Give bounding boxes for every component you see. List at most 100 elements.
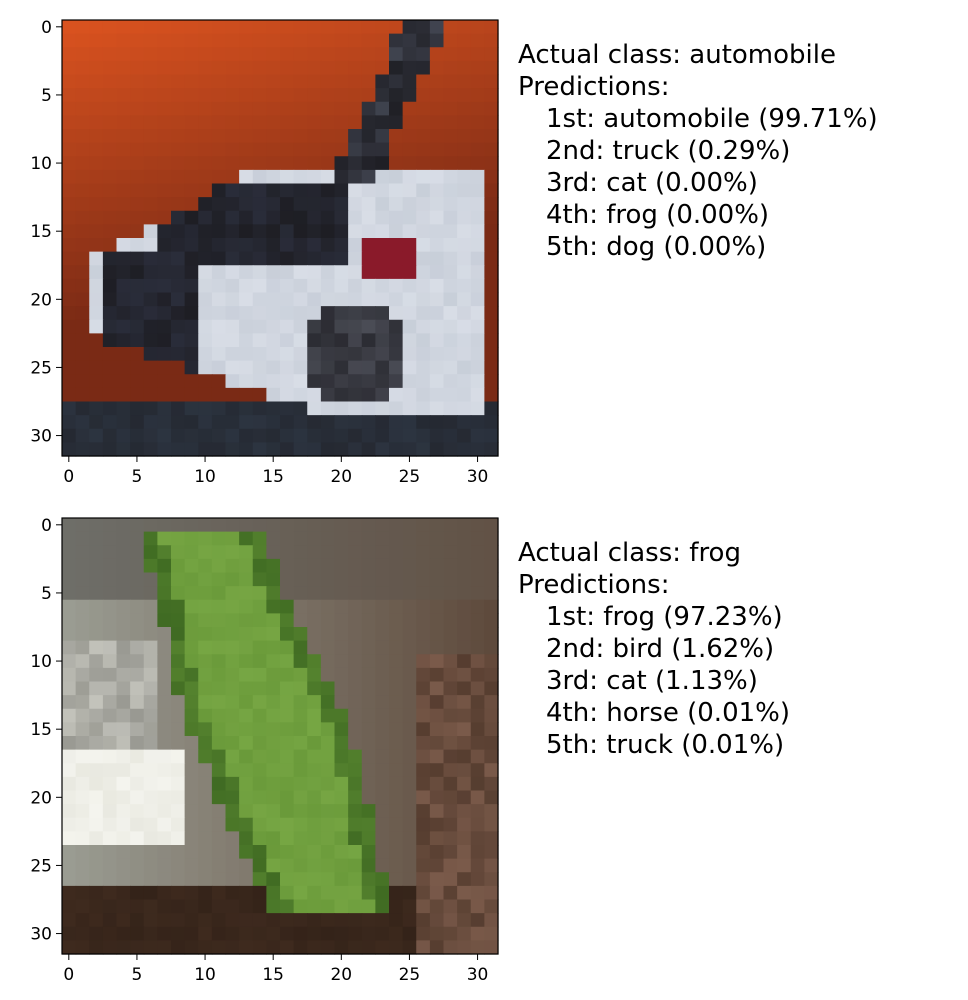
image-pixel — [211, 101, 227, 116]
x-tick-label: 20 — [330, 965, 352, 985]
image-pixel — [348, 238, 363, 253]
image-pixel — [293, 736, 308, 751]
image-pixel — [375, 428, 390, 443]
image-pixel — [429, 831, 445, 846]
image-pixel — [361, 845, 376, 860]
image-pixel — [320, 913, 336, 928]
image-pixel — [102, 278, 118, 294]
image-pixel — [484, 360, 499, 375]
image-pixel — [266, 586, 281, 601]
y-tick-label: 30 — [30, 925, 52, 945]
image-pixel — [157, 558, 172, 574]
image-pixel — [470, 306, 485, 321]
image-pixel — [75, 776, 90, 792]
image-pixel — [375, 142, 390, 157]
image-pixel — [293, 913, 308, 928]
x-tick-label: 10 — [194, 965, 216, 985]
image-pixel — [402, 347, 417, 362]
image-pixel — [157, 763, 172, 778]
image-pixel — [375, 183, 390, 198]
image-pixel — [402, 817, 417, 832]
image-pixel — [280, 278, 295, 294]
image-pixel — [416, 831, 431, 846]
image-pixel — [75, 790, 90, 805]
image-pixel — [211, 695, 227, 710]
image-pixel — [116, 60, 131, 76]
image-pixel — [130, 667, 145, 683]
image-pixel — [143, 736, 158, 751]
image-pixel — [89, 265, 104, 280]
image-pixel — [307, 169, 322, 185]
image-pixel — [157, 74, 172, 89]
image-pixel — [470, 156, 485, 171]
image-pixel — [157, 695, 172, 710]
image-pixel — [116, 210, 131, 225]
image-pixel — [293, 74, 308, 89]
image-pixel — [348, 926, 363, 941]
image-pixel — [348, 265, 363, 280]
image-pixel — [184, 667, 199, 683]
image-pixel — [457, 415, 472, 430]
image-pixel — [361, 885, 376, 901]
image-pixel — [75, 913, 90, 928]
image-pixel — [334, 681, 349, 696]
image-pixel — [280, 33, 295, 48]
image-pixel — [348, 613, 363, 628]
image-pixel — [280, 183, 295, 198]
image-pixel — [116, 722, 131, 737]
image-pixel — [171, 872, 186, 887]
image-pixel — [116, 251, 131, 266]
image-pixel — [252, 790, 267, 805]
image-pixel — [307, 885, 322, 901]
image-pixel — [252, 613, 267, 628]
image-pixel — [89, 640, 104, 655]
image-pixel — [334, 599, 349, 614]
image-pixel — [184, 695, 199, 710]
image-pixel — [143, 224, 158, 239]
image-pixel — [443, 142, 458, 157]
image-pixel — [225, 74, 240, 89]
image-pixel — [443, 415, 458, 430]
image-pixel — [75, 20, 90, 35]
image-pixel — [252, 518, 267, 533]
image-pixel — [171, 586, 186, 601]
image-pixel — [239, 667, 254, 683]
image-pixel — [402, 278, 417, 294]
image-pixel — [239, 387, 254, 403]
image-pixel — [307, 627, 322, 642]
image-pixel — [470, 374, 485, 389]
image-pixel — [252, 845, 267, 860]
image-pixel — [143, 197, 158, 212]
image-pixel — [320, 572, 336, 587]
image-pixel — [470, 872, 485, 887]
image-pixel — [457, 115, 472, 130]
image-pixel — [252, 292, 267, 307]
image-pixel — [239, 156, 254, 171]
image-pixel — [239, 654, 254, 669]
image-pixel — [307, 654, 322, 669]
image-pixel — [143, 33, 158, 48]
image-pixel — [171, 817, 186, 832]
image-pixel — [470, 681, 485, 696]
image-pixel — [184, 142, 199, 157]
image-pixel — [198, 306, 213, 321]
image-pixel — [334, 33, 349, 48]
image-pixel — [171, 640, 186, 655]
image-pixel — [334, 545, 349, 560]
image-pixel — [75, 74, 90, 89]
image-pixel — [443, 872, 458, 887]
image-pixel — [457, 47, 472, 62]
image-pixel — [320, 940, 336, 955]
image-pixel — [171, 224, 186, 239]
image-pixel — [266, 129, 281, 144]
image-pixel — [266, 845, 281, 860]
image-pixel — [429, 681, 445, 696]
image-pixel — [102, 695, 118, 710]
image-pixel — [402, 776, 417, 792]
predictions-label: Predictions: — [518, 570, 670, 600]
image-pixel — [252, 586, 267, 601]
image-pixel — [211, 926, 227, 941]
image-pixel — [143, 913, 158, 928]
image-pixel — [443, 238, 458, 253]
image-pixel — [184, 722, 199, 737]
